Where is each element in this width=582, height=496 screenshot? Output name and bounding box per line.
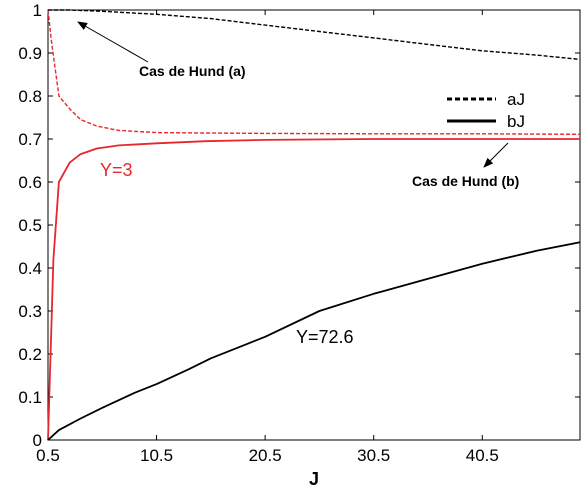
x-tick-label: 40.5 <box>466 446 499 465</box>
legend: aJ bJ <box>447 90 525 131</box>
x-tick-label: 10.5 <box>140 446 173 465</box>
series-aJ-Y-3 <box>47 9 581 135</box>
y-tick-label: 0.4 <box>18 259 42 278</box>
legend-label-aJ: aJ <box>507 90 525 109</box>
x-tick-label: 0.5 <box>36 446 60 465</box>
plot-frame <box>47 9 581 441</box>
hund-a-label: Cas de Hund (a) <box>139 63 246 79</box>
y-tick-label: 0.3 <box>18 302 42 321</box>
y-tick-label: 0.1 <box>18 388 42 407</box>
y-tick-label: 1 <box>33 1 42 20</box>
legend-label-bJ: bJ <box>507 112 525 131</box>
hund-a-arrow <box>77 21 149 63</box>
x-tick-label: 30.5 <box>357 446 390 465</box>
hund-b-arrow <box>483 142 509 168</box>
y3-label: Y=3 <box>100 160 133 180</box>
y-tick-label: 0 <box>33 431 42 450</box>
y72-label: Y=72.6 <box>296 327 354 347</box>
y-tick-label: 0.6 <box>18 173 42 192</box>
x-axis-label: J <box>309 469 319 489</box>
series-aJ-Y-72-6 <box>48 9 581 61</box>
hund-b-label: Cas de Hund (b) <box>412 173 519 189</box>
y-tick-label: 0.9 <box>18 44 42 63</box>
y-tick-label: 0.7 <box>18 130 42 149</box>
series-layer <box>47 9 581 441</box>
x-tick-label: 20.5 <box>249 446 282 465</box>
series-bJ-Y-72-6 <box>47 241 581 441</box>
axes: 00.10.20.30.40.50.60.70.80.910.5 10.5 20.5… <box>18 1 580 465</box>
y-tick-label: 0.2 <box>18 345 42 364</box>
series-bJ-Y-3 <box>47 138 580 441</box>
y-tick-label: 0.8 <box>18 87 42 106</box>
y-tick-label: 0.5 <box>18 216 42 235</box>
